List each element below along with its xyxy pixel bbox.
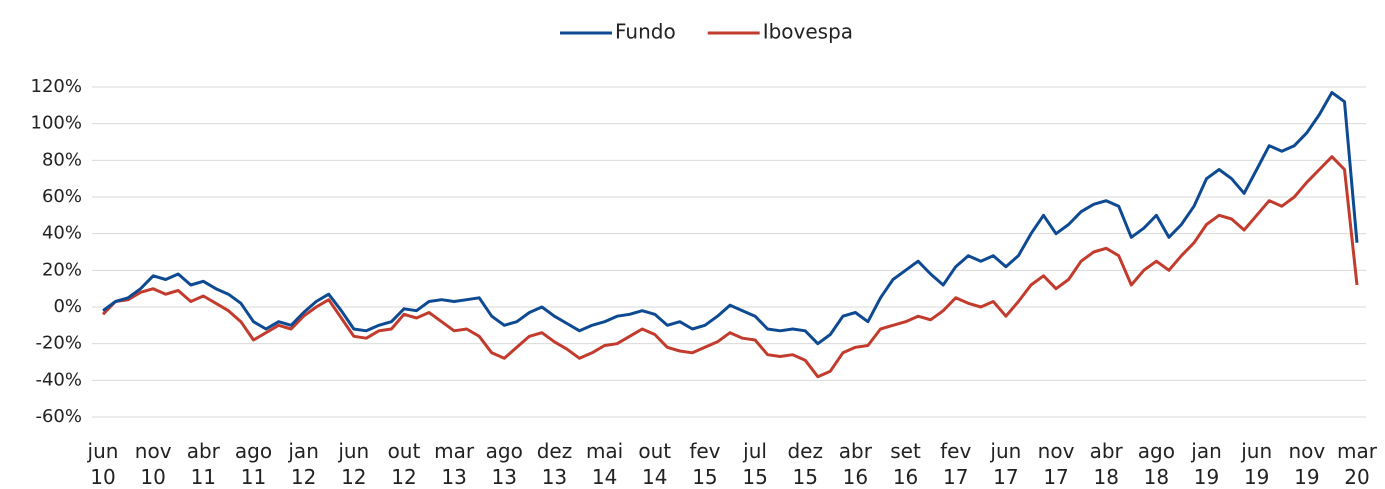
y-tick-label: 100%: [31, 113, 82, 134]
x-tick-label: fev 15: [689, 439, 720, 489]
y-tick-label: 40%: [42, 223, 82, 244]
x-tick-label: nov 10: [135, 439, 172, 489]
x-tick-label: ago 11: [235, 439, 272, 489]
x-tick-label: jan 19: [1190, 439, 1222, 489]
x-tick-label: set 16: [890, 439, 921, 489]
x-tick-label: nov 17: [1038, 439, 1075, 489]
x-tick-label: out 12: [388, 439, 421, 489]
y-tick-label: 80%: [42, 149, 82, 170]
x-tick-label: jun 10: [87, 439, 119, 489]
x-tick-label: abr 16: [839, 439, 873, 489]
x-tick-label: mai 14: [586, 439, 623, 489]
legend-label: Ibovespa: [763, 20, 853, 44]
y-tick-label: -20%: [35, 333, 82, 354]
x-tick-label: jul 15: [742, 439, 768, 489]
y-tick-label: -40%: [35, 369, 82, 390]
x-tick-label: mar 13: [434, 439, 475, 489]
y-tick-label: 120%: [31, 76, 82, 97]
y-tick-label: 60%: [42, 186, 82, 207]
x-tick-label: abr 18: [1090, 439, 1124, 489]
x-tick-label: jun 19: [1240, 439, 1272, 489]
x-tick-label: abr 11: [187, 439, 221, 489]
y-tick-label: -60%: [35, 406, 82, 427]
x-tick-label: jun 17: [989, 439, 1021, 489]
x-tick-label: jun 12: [337, 439, 369, 489]
x-tick-label: out 14: [638, 439, 671, 489]
series-line: [102, 91, 1359, 346]
x-tick-label: nov 19: [1288, 439, 1325, 489]
x-tick-label: dez 15: [787, 439, 823, 489]
y-tick-label: 0%: [53, 296, 82, 317]
x-tick-label: mar 20: [1337, 439, 1378, 489]
x-tick-label: jan 12: [287, 439, 319, 489]
x-tick-label: dez 13: [537, 439, 573, 489]
x-tick-label: fev 17: [940, 439, 971, 489]
x-tick-label: ago 13: [486, 439, 523, 489]
series-line: [101, 155, 1359, 379]
legend-label: Fundo: [615, 20, 676, 44]
x-tick-label: ago 18: [1138, 439, 1175, 489]
y-tick-label: 20%: [42, 259, 82, 280]
